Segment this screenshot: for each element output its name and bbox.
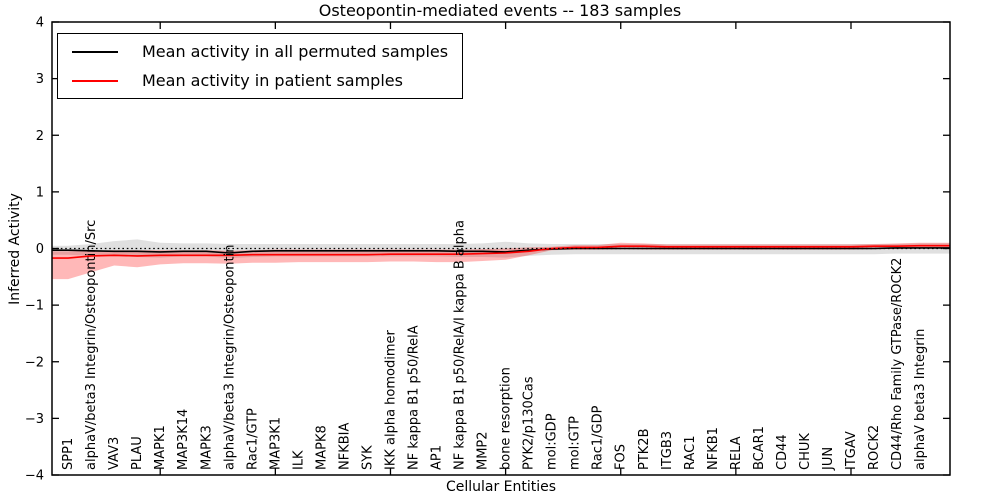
x-category-label: IKK alpha homodimer (383, 329, 398, 470)
legend-item-permuted: Mean activity in all permuted samples (72, 37, 448, 66)
x-category-label: RAC1 (683, 435, 698, 470)
chart-title: Osteopontin-mediated events -- 183 sampl… (318, 1, 682, 20)
x-category-label: NFKBIA (337, 423, 352, 470)
y-tick-label: 4 (36, 16, 44, 31)
x-category-label: SYK (360, 445, 375, 470)
y-tick-label: 0 (36, 242, 44, 257)
x-category-label: MMP2 (476, 431, 491, 470)
series-line-0 (52, 247, 950, 254)
x-category-label: BCAR1 (752, 426, 767, 470)
x-category-label: Rac1/GTP (245, 408, 260, 470)
x-category-label: alphaV/beta3 Integrin/Osteopontin (222, 245, 237, 470)
x-category-label: FOS (614, 444, 629, 470)
x-category-label: CD44 (775, 434, 790, 470)
x-category-label: JUN (821, 447, 836, 471)
x-category-label: MAP3K14 (176, 409, 191, 470)
x-category-label: bone resorption (499, 367, 514, 470)
y-tick-label: 3 (36, 72, 44, 87)
x-category-label: PYK2/p130Cas (522, 376, 537, 470)
x-category-label: ROCK2 (867, 425, 882, 470)
x-category-label: ITGAV (844, 431, 859, 470)
x-category-label: PLAU (130, 436, 145, 470)
x-category-label: VAV3 (107, 437, 122, 470)
x-category-label: MAPK1 (153, 425, 168, 470)
y-tick-label: 1 (36, 185, 44, 200)
x-category-label: PTK2B (637, 429, 652, 471)
legend-line-permuted-samples (72, 50, 118, 53)
x-category-label: AP1 (430, 445, 445, 470)
y-tick-label: −1 (25, 299, 44, 314)
x-category-label: RELA (729, 436, 744, 470)
x-category-label: alphaV beta3 Integrin (913, 329, 928, 470)
x-category-label: NF kappa B1 p50/RelA/I kappa B alpha (453, 220, 468, 470)
x-category-label: ILK (291, 450, 306, 470)
x-category-label: mol:GTP (568, 416, 583, 470)
legend-label-permuted: Mean activity in all permuted samples (142, 42, 449, 61)
y-axis-label: Inferred Activity (7, 193, 23, 305)
x-category-label: CHUK (798, 433, 813, 470)
x-category-label: NF kappa B1 p50/RelA (407, 325, 422, 470)
patient-samples-band (52, 242, 950, 280)
x-category-label: mol:GDP (545, 413, 560, 470)
legend-item-patient: Mean activity in patient samples (72, 66, 448, 95)
y-tick-label: −2 (25, 355, 44, 370)
x-category-label: SPP1 (61, 438, 76, 470)
x-axis-label: Cellular Entities (445, 479, 557, 495)
legend: Mean activity in all permuted samples Me… (57, 33, 464, 99)
x-category-label: CD44/Rho Family GTPase/ROCK2 (890, 258, 905, 470)
x-category-label: Rac1/GDP (591, 405, 606, 470)
y-tick-label: 2 (36, 129, 44, 144)
x-category-label: MAPK3 (199, 425, 214, 470)
x-category-label: ITGB3 (660, 431, 675, 470)
legend-line-patient-samples (72, 79, 118, 82)
legend-label-patient: Mean activity in patient samples (142, 71, 403, 90)
x-category-label: MAPK8 (314, 425, 329, 470)
y-tick-label: −4 (25, 469, 44, 484)
x-category-label: NFKB1 (706, 427, 721, 470)
y-tick-label: −3 (25, 412, 44, 427)
series-line-1 (52, 244, 950, 259)
x-category-label: MAP3K1 (268, 417, 283, 470)
x-category-label: alphaV/beta3 Integrin/Osteopontin/Src (84, 220, 99, 470)
